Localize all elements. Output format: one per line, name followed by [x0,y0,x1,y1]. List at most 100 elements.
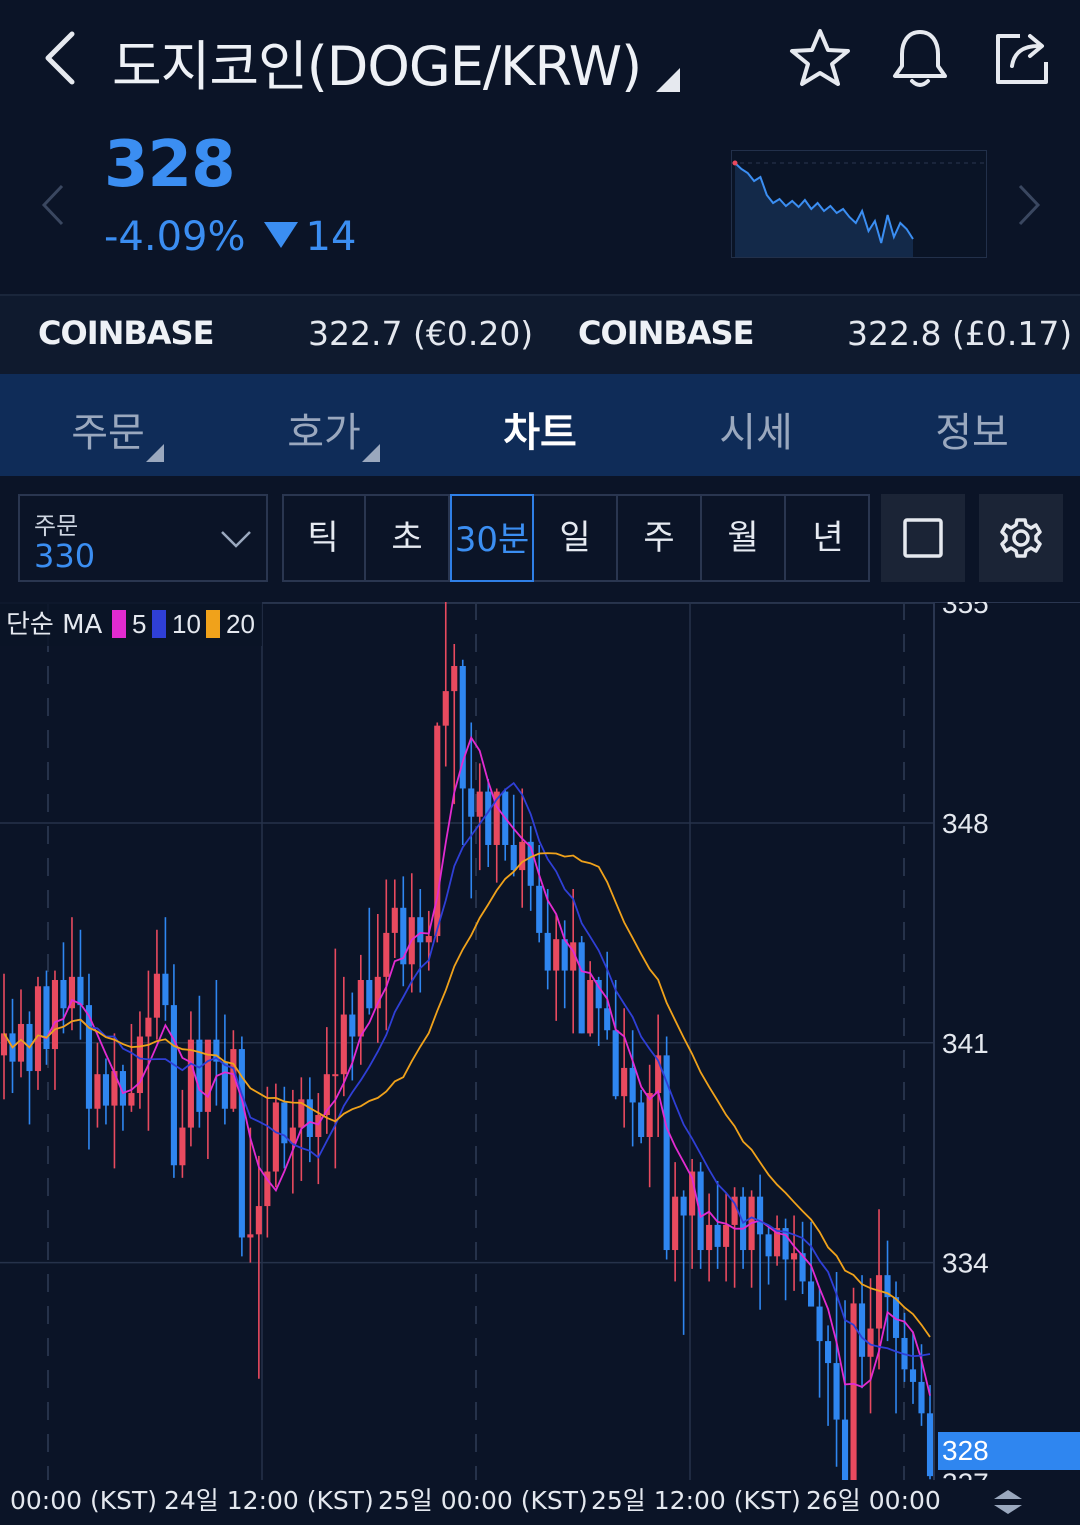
candle-body [493,791,500,845]
candle-body [459,666,466,789]
candle-body [561,939,568,971]
candle-body [162,973,169,1006]
candle-body [204,1039,211,1112]
candle-body [400,907,407,965]
price-tag-label: 328 [942,1435,989,1466]
candle-body [485,791,492,845]
x-tick-label: 26일 00:00 [806,1486,941,1515]
candle-body [85,1005,93,1109]
exchange-price: 322.8 (£0.17) [847,314,1073,353]
candle-body [587,980,594,1034]
current-price: 328 [104,128,236,202]
candle-body [391,907,398,933]
tab-info[interactable]: 정보 [935,410,1009,456]
tab-orderbook[interactable]: 호가 [287,410,361,456]
back-icon[interactable] [38,28,88,88]
candle-body [850,1303,857,1492]
next-coin-arrow-icon[interactable] [1014,182,1044,228]
candle-body [145,1017,152,1037]
ma-line-10 [3,781,931,1358]
candle-body [434,725,441,937]
period-30min[interactable]: 30분 [450,494,534,582]
candle-body [323,1074,330,1116]
y-tick-label: 355 [942,602,989,619]
period-tick[interactable]: 틱 [282,494,366,582]
period-week[interactable]: 주 [618,494,702,582]
candle-body [595,980,602,1009]
change-amount: 14 [305,214,357,260]
candle-body [544,932,551,971]
candle-body [77,976,84,1006]
change-percent: -4.09% [104,214,246,260]
tab-order[interactable]: 주문 [71,410,145,456]
candles [0,602,934,1499]
mini-price-chart[interactable] [731,150,987,258]
fullscreen-button[interactable] [881,494,965,582]
candle-body [757,1196,764,1235]
candle-body [808,1281,815,1307]
candle-body [153,973,160,1018]
legend-label: 20 [226,609,255,639]
chart-settings-button[interactable] [979,494,1063,582]
candle-body [340,1014,347,1075]
period-month[interactable]: 월 [702,494,786,582]
candle-body [689,1171,696,1216]
legend-title: 단순 MA [6,610,103,640]
candle-body [213,1039,220,1062]
candle-body [765,1234,772,1257]
exchange-name: COINBASE [578,314,754,352]
candle-body [281,1102,288,1144]
candle-body [875,1275,883,1329]
candle-body [119,1071,126,1106]
candle-body [867,1328,874,1357]
candle-body [536,885,543,933]
period-year[interactable]: 년 [812,518,844,558]
scroll-handle-icon[interactable] [994,1490,1022,1514]
candle-body [655,1055,662,1094]
candle-body [723,1224,730,1247]
candle-body [629,1067,636,1103]
ma-line-20 [3,852,931,1338]
star-icon[interactable] [788,26,852,90]
candle-body [833,1363,840,1420]
dropdown-caret-icon[interactable] [656,68,680,92]
candle-body [926,1413,934,1477]
candle-body [221,1061,228,1109]
candle-body [315,1115,322,1137]
tab-quotes[interactable]: 시세 [719,410,793,456]
candle-body [527,841,534,886]
bell-icon[interactable] [888,26,952,90]
candle-body [791,1253,798,1260]
period-selector [282,494,870,582]
x-tick-label: 25일 00:00 (KST) [378,1486,588,1515]
period-second[interactable]: 초 [366,494,450,582]
candle-body [841,1419,849,1492]
candle-body [349,1014,356,1037]
ma-line-5 [3,735,931,1396]
chevron-down-icon[interactable] [218,520,254,556]
exchange-price: 322.7 (€0.20) [308,314,534,353]
candle-body [782,1228,789,1260]
candle-body [111,1071,118,1106]
exchange-name: COINBASE [38,314,214,352]
candle-body [298,1099,305,1128]
exchange-row [0,294,1080,376]
candle-body [383,932,390,977]
candle-body [663,1055,670,1251]
legend-label: 10 [172,609,201,639]
candle-body [247,1234,254,1238]
candle-body [272,1102,279,1172]
x-tick-label: 24일 12:00 (KST) [164,1486,374,1515]
candle-body [417,917,424,943]
prev-coin-arrow-icon[interactable] [38,182,68,228]
period-day[interactable]: 일 [534,494,618,582]
tab-chart[interactable]: 차트 [503,410,577,456]
price-change: -4.09% 14 [104,214,356,260]
candle-body [0,1033,8,1056]
candle-body [672,1196,679,1251]
share-icon[interactable] [990,26,1054,90]
candle-body [519,841,526,871]
page-title[interactable]: 도지코인(DOGE/KRW) [112,35,642,98]
candle-body [43,986,50,1050]
